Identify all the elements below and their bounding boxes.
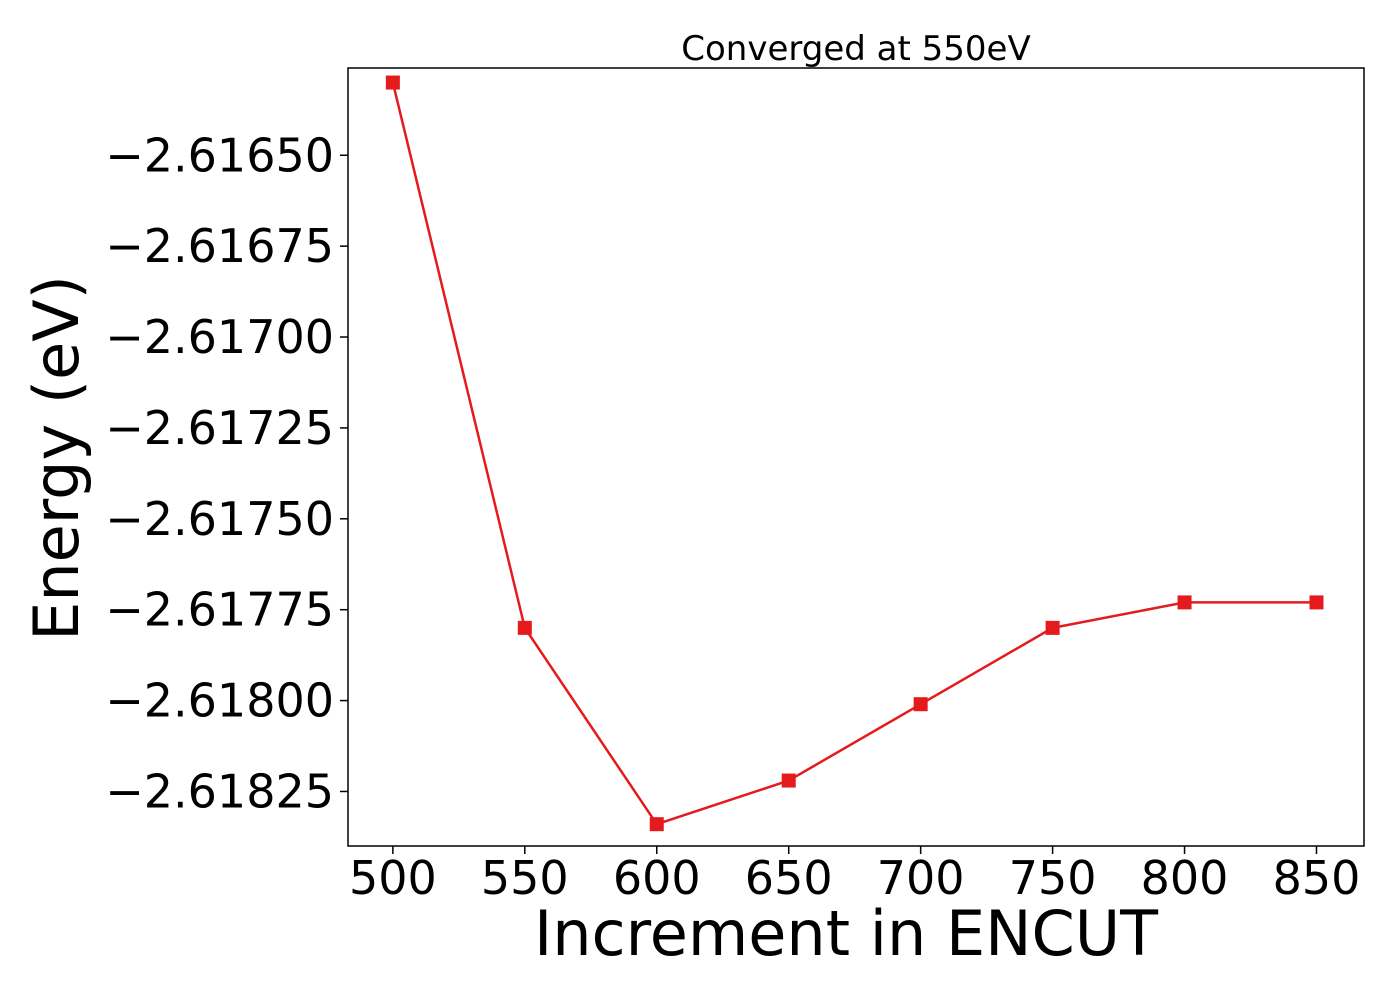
- y-axis: −2.61650 −2.61675 −2.61700 −2.61725 −2.61750…: [105, 128, 348, 818]
- series-layer: [385, 75, 1324, 832]
- series-line: [391, 82, 1317, 826]
- data-point-marker: [517, 620, 532, 635]
- x-tick-label: 850: [1273, 851, 1361, 905]
- data-point-marker: [1309, 595, 1324, 610]
- x-tick-label: 700: [877, 851, 965, 905]
- y-tick-label: −2.61725: [105, 401, 334, 455]
- data-point-marker: [781, 773, 796, 788]
- y-tick-label: −2.61825: [105, 764, 334, 818]
- data-point-marker: [649, 817, 664, 832]
- x-tick-label: 750: [1009, 851, 1097, 905]
- data-point-marker: [385, 75, 400, 90]
- y-tick-label: −2.61650: [105, 128, 334, 182]
- y-tick-label: −2.61750: [105, 492, 334, 546]
- x-axis-label: Increment in ENCUT: [534, 897, 1159, 970]
- plot-area-frame: [347, 67, 1365, 847]
- y-tick-label: −2.61675: [105, 219, 334, 273]
- x-tick-label: 500: [349, 851, 437, 905]
- x-tick-label: 550: [481, 851, 569, 905]
- data-point-marker: [1045, 620, 1060, 635]
- y-tick-label: −2.61775: [105, 583, 334, 637]
- x-tick-label: 650: [745, 851, 833, 905]
- data-point-marker: [1177, 595, 1192, 610]
- y-tick-label: −2.61800: [105, 674, 334, 728]
- chart-title: Converged at 550eV: [681, 29, 1030, 69]
- x-tick-label: 600: [613, 851, 701, 905]
- y-axis-label: Energy (eV): [20, 275, 93, 641]
- y-tick-label: −2.61700: [105, 310, 334, 364]
- x-tick-label: 800: [1141, 851, 1229, 905]
- x-axis: 500 550 600 650 700 750 800 850: [349, 846, 1360, 905]
- data-point-marker: [913, 697, 928, 712]
